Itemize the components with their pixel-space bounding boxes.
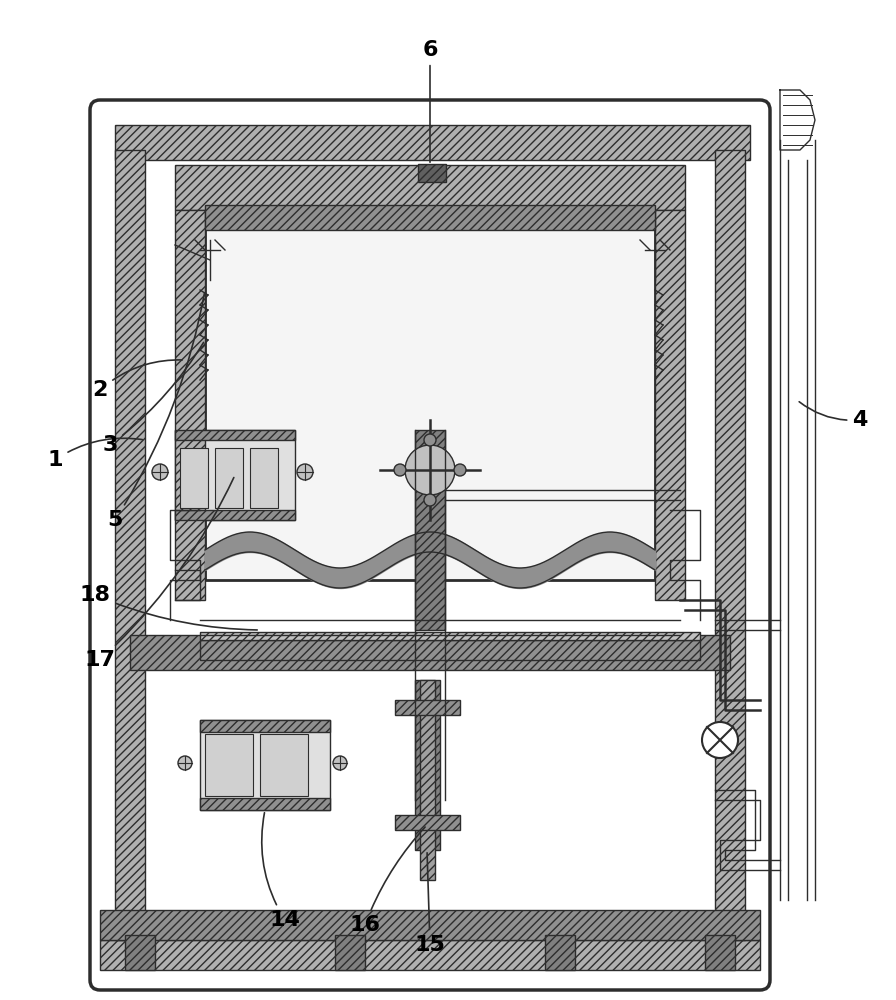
Bar: [200, 720, 330, 810]
Bar: [115, 150, 145, 940]
Bar: [335, 935, 365, 970]
Bar: [175, 165, 685, 210]
Bar: [180, 448, 208, 508]
Bar: [655, 210, 685, 600]
Bar: [200, 720, 330, 732]
Text: 18: 18: [80, 585, 257, 630]
Bar: [205, 734, 253, 796]
Bar: [130, 635, 730, 670]
Text: 4: 4: [799, 402, 867, 430]
Bar: [200, 632, 700, 640]
Bar: [705, 935, 735, 970]
Text: 15: 15: [415, 853, 445, 955]
Text: 2: 2: [92, 360, 182, 400]
Text: 6: 6: [422, 40, 438, 162]
Text: 3: 3: [102, 342, 203, 455]
Text: 5: 5: [108, 293, 204, 530]
Bar: [200, 640, 700, 660]
Bar: [175, 430, 295, 440]
Bar: [420, 680, 435, 880]
Circle shape: [424, 434, 436, 446]
Bar: [715, 150, 745, 940]
Bar: [205, 205, 655, 230]
Bar: [395, 815, 460, 830]
Circle shape: [454, 464, 466, 476]
Bar: [415, 680, 440, 850]
Circle shape: [394, 464, 406, 476]
Bar: [215, 448, 243, 508]
Bar: [100, 940, 760, 970]
Text: 1: 1: [47, 438, 142, 470]
Bar: [175, 210, 205, 600]
Bar: [260, 734, 308, 796]
Text: 16: 16: [349, 827, 425, 935]
Circle shape: [333, 756, 347, 770]
Bar: [175, 430, 295, 520]
FancyBboxPatch shape: [90, 100, 770, 990]
Text: 14: 14: [262, 813, 300, 930]
Bar: [415, 430, 445, 630]
Bar: [395, 700, 460, 715]
Bar: [100, 910, 760, 940]
Circle shape: [405, 445, 455, 495]
Circle shape: [297, 464, 313, 480]
Bar: [175, 510, 295, 520]
Circle shape: [702, 722, 738, 758]
Bar: [115, 125, 750, 160]
Bar: [418, 164, 446, 182]
Circle shape: [424, 494, 436, 506]
Bar: [250, 448, 278, 508]
Bar: [545, 935, 575, 970]
Circle shape: [152, 464, 168, 480]
Circle shape: [178, 756, 192, 770]
Bar: [205, 210, 655, 580]
Bar: [125, 935, 155, 970]
Polygon shape: [780, 90, 815, 150]
Bar: [200, 798, 330, 810]
Text: 17: 17: [84, 478, 234, 670]
